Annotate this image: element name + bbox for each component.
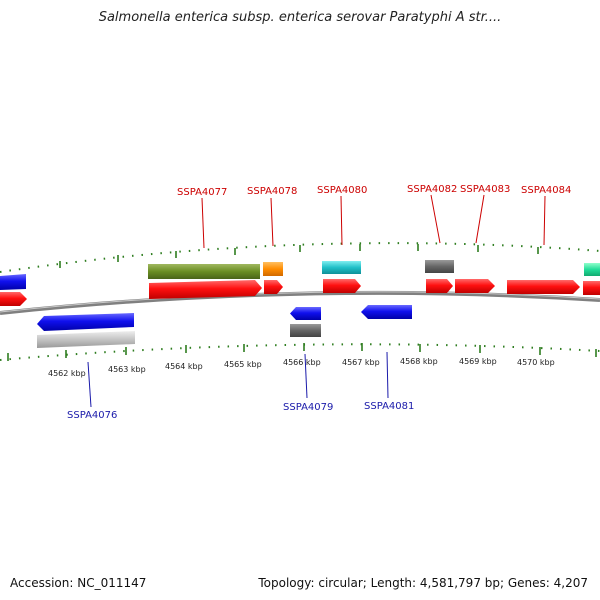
reverse-leader-lines <box>87 351 389 408</box>
cog-bar-darkgray <box>425 260 454 273</box>
gene-label[interactable]: SSPA4078 <box>247 186 297 197</box>
gene-label[interactable]: SSPA4077 <box>177 187 227 198</box>
cds-arrow-forward <box>0 292 27 306</box>
cog-bar-olive <box>148 264 260 279</box>
genome-backbone-highlight <box>0 291 600 313</box>
gene-label[interactable]: SSPA4081 <box>364 401 414 412</box>
gene-label[interactable]: SSPA4082 <box>407 184 457 195</box>
cds-arrow-forward <box>149 280 262 299</box>
cds-arrow-forward <box>264 280 283 294</box>
forward-gene-labels: SSPA4077 SSPA4078 SSPA4080 SSPA4082 SSPA… <box>177 184 571 198</box>
gene-label[interactable]: SSPA4079 <box>283 402 333 413</box>
gene-label[interactable]: SSPA4080 <box>317 185 367 196</box>
cds-arrow-forward <box>426 279 453 293</box>
kbp-label: 4568 kbp <box>400 357 438 366</box>
reverse-cds-track <box>0 274 412 331</box>
cds-arrow-forward <box>455 279 495 293</box>
kbp-label: 4565 kbp <box>224 360 262 369</box>
cog-bar-lightgray <box>37 331 135 348</box>
kbp-label: 4566 kbp <box>283 358 321 367</box>
cds-arrow-forward <box>583 281 600 295</box>
kbp-label: 4563 kbp <box>108 365 146 374</box>
forward-leader-lines <box>201 194 546 249</box>
map-title: Salmonella enterica subsp. enterica sero… <box>98 10 502 25</box>
inner-major-ticks <box>7 343 597 361</box>
kbp-label: 4567 kbp <box>342 358 380 367</box>
genome-info-text: Topology: circular; Length: 4,581,797 bp… <box>258 576 588 590</box>
forward-cog-track <box>148 260 600 279</box>
accession-text: Accession: NC_011147 <box>10 576 147 590</box>
kbp-label: 4569 kbp <box>459 357 497 366</box>
cog-bar-cyan <box>322 261 361 274</box>
cog-bar-mint <box>584 263 600 276</box>
forward-cds-track <box>0 279 600 306</box>
gene-label[interactable]: SSPA4084 <box>521 185 571 196</box>
cds-arrow-reverse <box>37 313 134 331</box>
kbp-axis-labels: 4562 kbp 4563 kbp 4564 kbp 4565 kbp 4566… <box>48 357 555 378</box>
kbp-label: 4570 kbp <box>517 358 555 367</box>
gene-label[interactable]: SSPA4076 <box>67 410 117 421</box>
outer-major-ticks <box>59 244 539 268</box>
genome-backbone <box>0 290 600 315</box>
cog-bar-orange <box>263 262 283 276</box>
kbp-label: 4564 kbp <box>165 362 203 371</box>
cds-arrow-forward <box>323 279 361 293</box>
cds-arrow-forward <box>507 280 580 294</box>
reverse-cog-track <box>37 324 321 348</box>
cds-arrow-reverse <box>290 307 321 320</box>
kbp-label: 4562 kbp <box>48 369 86 378</box>
cds-arrow-reverse <box>0 274 26 290</box>
cds-arrow-reverse <box>361 305 412 319</box>
gene-label[interactable]: SSPA4083 <box>460 184 510 195</box>
reverse-gene-labels: SSPA4076 SSPA4079 SSPA4081 <box>67 401 414 421</box>
cog-bar-darkgray-reverse <box>290 324 321 337</box>
